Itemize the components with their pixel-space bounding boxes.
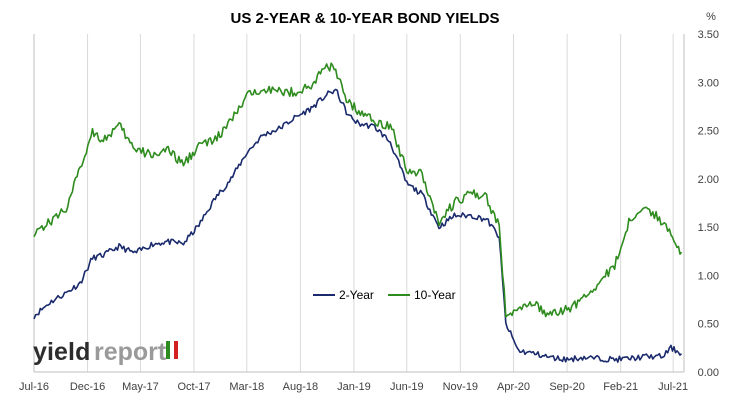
legend-label: 10-Year — [414, 288, 456, 302]
legend-label: 2-Year — [339, 288, 374, 302]
y-tick-label: 3.00 — [698, 77, 719, 89]
x-tick-label: Dec-16 — [70, 381, 105, 393]
series-lines — [33, 62, 683, 363]
chart-title: US 2-YEAR & 10-YEAR BOND YIELDS — [231, 10, 500, 27]
x-tick-label: Feb-21 — [603, 381, 638, 393]
y-tick-label: 2.50 — [698, 126, 719, 138]
x-tick-label: May-17 — [122, 381, 159, 393]
yieldreport-logo: yield report — [33, 338, 178, 366]
x-tick-label: Jan-19 — [337, 381, 371, 393]
x-tick-label: Jul-16 — [19, 381, 49, 393]
x-tick-label: Jul-21 — [658, 381, 688, 393]
tick-labels: Jul-16 Dec-16 May-17 Oct-17 Mar-18 Aug-18 Jan-… — [19, 29, 719, 393]
x-tick-label: Aug-18 — [283, 381, 318, 393]
legend: 2-Year 10-Year — [313, 288, 456, 302]
series-line-10-year — [33, 62, 683, 318]
svg-text:report: report — [94, 338, 167, 366]
y-tick-label: 2.00 — [698, 174, 719, 186]
x-tick-label: Jun-19 — [390, 381, 424, 393]
x-tick-label: Oct-17 — [177, 381, 210, 393]
y-tick-label: 1.00 — [698, 270, 719, 282]
grid-lines — [87, 34, 674, 372]
x-tick-label: Mar-18 — [229, 381, 264, 393]
svg-text:yield: yield — [33, 338, 90, 366]
axes — [33, 34, 685, 373]
y-tick-label: 1.50 — [698, 222, 719, 234]
x-tick-label: Nov-19 — [443, 381, 478, 393]
y-tick-label: 3.50 — [698, 29, 719, 41]
y-axis-unit-label: % — [706, 11, 716, 23]
y-tick-label: 0.50 — [698, 319, 719, 331]
x-tick-label: Sep-20 — [549, 381, 584, 393]
y-tick-label: 0.00 — [698, 367, 719, 379]
series-line-2-year — [33, 88, 683, 363]
x-tick-label: Apr-20 — [497, 381, 530, 393]
